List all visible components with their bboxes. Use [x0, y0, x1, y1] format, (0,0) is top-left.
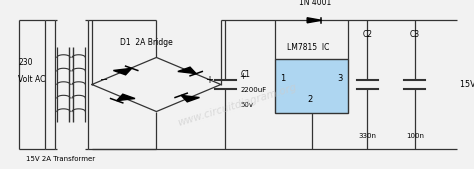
Text: C3: C3	[410, 30, 420, 39]
Text: 15V DC: 15V DC	[460, 80, 474, 89]
Text: 2200uF: 2200uF	[240, 87, 266, 93]
Text: 1N 4001: 1N 4001	[299, 0, 331, 7]
Text: www.circuitdiagram.org: www.circuitdiagram.org	[176, 82, 298, 128]
Polygon shape	[117, 94, 135, 101]
Text: D1  2A Bridge: D1 2A Bridge	[120, 38, 173, 47]
Polygon shape	[307, 18, 321, 23]
Polygon shape	[178, 67, 196, 74]
Bar	[275, 59, 348, 113]
Polygon shape	[181, 95, 200, 102]
Text: 50v: 50v	[240, 102, 253, 108]
Text: 230: 230	[18, 58, 33, 67]
Text: 3: 3	[337, 74, 342, 83]
Text: 100n: 100n	[406, 132, 424, 139]
Text: +: +	[205, 75, 213, 85]
Text: −: −	[100, 75, 108, 85]
Text: 15V 2A Transformer: 15V 2A Transformer	[26, 156, 95, 162]
Polygon shape	[113, 68, 132, 75]
Text: 1: 1	[280, 74, 285, 83]
Text: C2: C2	[362, 30, 373, 39]
Text: +: +	[239, 72, 246, 81]
Text: 330n: 330n	[358, 132, 376, 139]
Text: LM7815  IC: LM7815 IC	[287, 43, 329, 52]
Text: 2: 2	[308, 95, 313, 104]
Text: Volt AC: Volt AC	[18, 75, 46, 84]
Text: C1: C1	[240, 70, 250, 79]
